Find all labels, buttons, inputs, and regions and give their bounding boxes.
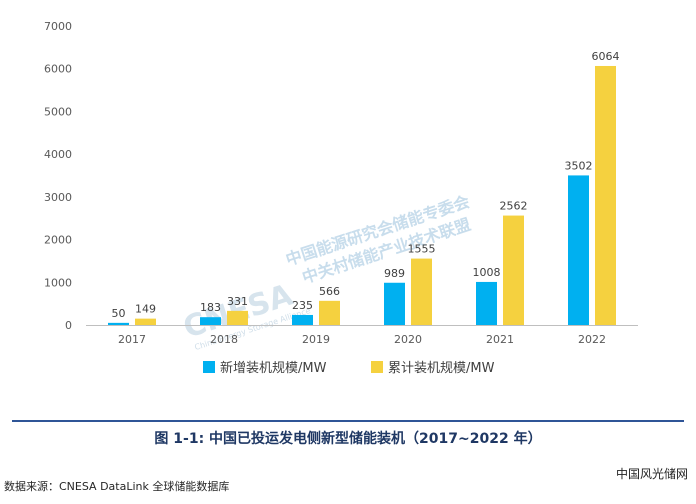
watermark: CNESA China Energy Storage Alliance 中国能源… [179,192,473,352]
bar-cumulative-2019 [319,300,340,325]
data-label: 50 [112,307,126,320]
y-tick-label: 4000 [44,148,72,161]
legend: 新增装机规模/MW 累计装机规模/MW [203,360,495,376]
x-axis: 2017 2018 2019 2020 2021 2022 [86,325,638,346]
x-tick-label: 2018 [210,333,238,346]
x-tick-label: 2017 [118,333,146,346]
data-label: 149 [135,303,156,316]
x-tick-label: 2021 [486,333,514,346]
bar-new-2017 [108,322,129,325]
bar-cumulative-2020 [411,258,432,325]
data-label: 1555 [408,243,436,256]
y-tick-label: 0 [65,319,72,332]
y-tick-label: 5000 [44,105,72,118]
y-tick-label: 1000 [44,276,72,289]
data-label: 3502 [565,159,593,172]
bar-chart: CNESA China Energy Storage Alliance 中国能源… [44,20,638,376]
legend-swatch [203,361,215,373]
bar-cumulative-2018 [227,310,248,325]
bar-cumulative-2017 [135,318,156,325]
data-label: 331 [227,295,248,308]
data-label: 235 [292,299,313,312]
data-label: 1008 [473,266,501,279]
x-tick-label: 2022 [578,333,606,346]
bar-cumulative-2022 [595,65,616,326]
y-tick-label: 6000 [44,63,72,76]
site-watermark: 中国风光储网 [615,467,688,481]
x-tick-label: 2019 [302,333,330,346]
source-note: 数据来源：CNESA DataLink 全球储能数据库 [4,480,230,493]
bar-new-2022 [568,175,589,325]
bars [108,65,616,326]
data-label: 2562 [500,200,528,213]
bar-cumulative-2021 [503,215,524,325]
data-label: 566 [319,285,340,298]
y-tick-label: 3000 [44,191,72,204]
figure-caption: 图 1-1: 中国已投运发电侧新型储能装机（2017~2022 年） [154,431,542,447]
bar-new-2021 [476,281,497,325]
legend-swatch [371,361,383,373]
y-tick-label: 2000 [44,234,72,247]
legend-label: 累计装机规模/MW [388,361,495,376]
y-axis: 0 1000 2000 3000 4000 5000 6000 7000 [44,20,72,332]
bar-new-2019 [292,314,313,325]
caption-rule [12,420,684,422]
data-label: 183 [200,301,221,314]
data-label: 989 [384,267,405,280]
y-tick-label: 7000 [44,20,72,33]
bar-new-2020 [384,282,405,325]
x-tick-label: 2020 [394,333,422,346]
legend-label: 新增装机规模/MW [220,360,327,376]
data-label: 6064 [592,50,620,63]
bar-new-2018 [200,317,221,325]
